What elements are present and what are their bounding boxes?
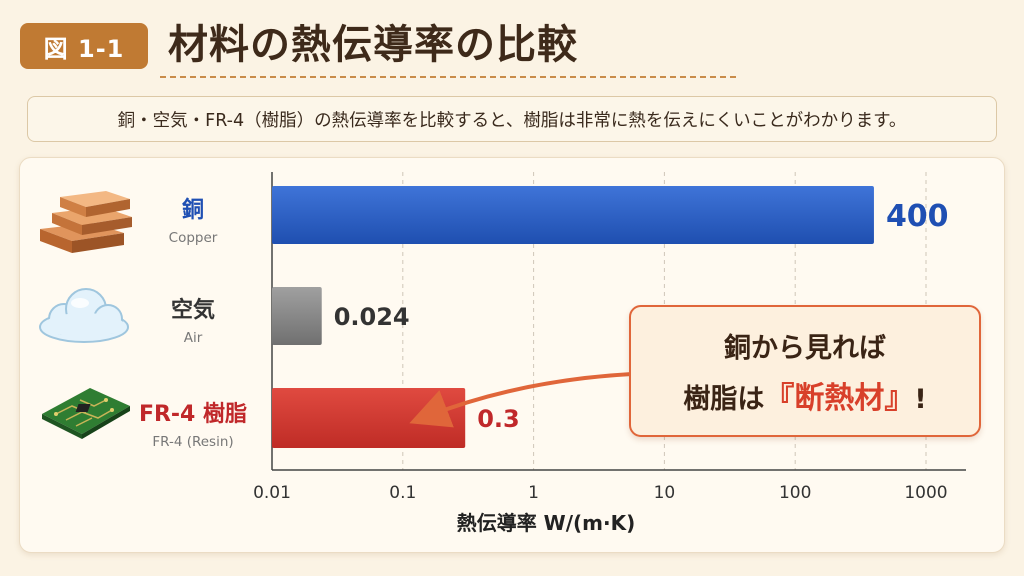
x-tick-label: 0.01 [253,483,291,503]
callout-box: 銅から見れば 樹脂は『断熱材』! [629,305,981,437]
callout-line1: 銅から見れば [724,332,886,364]
row-label-en: Copper [168,230,218,246]
figure-label: 図 1-1 [20,23,148,69]
callout-line2: 樹脂は『断熱材』! [683,373,926,417]
row-label-en: Air [183,330,203,346]
x-tick-label: 0.1 [389,483,416,503]
x-tick-label: 1000 [904,483,947,503]
row-label-resin: FR-4 樹脂 FR-4 (Resin) [118,396,268,450]
callout-arrow [409,372,633,428]
row-label-copper: 銅 Copper [118,192,268,246]
bar-air [272,287,322,345]
cloud-icon [39,288,129,343]
row-label-en: FR-4 (Resin) [152,434,234,450]
row-label-air: 空気 Air [118,292,268,346]
x-axis-title: 熱伝導率 W/(m·K) [457,511,636,535]
bar-resin [272,388,466,448]
value-label-air: 0.024 [334,303,410,331]
callout-highlight: 『断熱材』 [764,380,915,416]
row-label-jp: 空気 [170,298,215,323]
callout-prefix: 樹脂は [683,383,765,415]
circuit-board-icon [42,388,130,439]
value-label-copper: 400 [886,199,949,234]
page-title: 材料の熱伝導率の比較 [168,22,578,68]
callout-suffix: ! [914,383,927,415]
x-tick-label: 100 [779,483,811,503]
caption: 銅・空気・FR-4（樹脂）の熱伝導率を比較すると、樹脂は非常に熱を伝えにくいこと… [27,96,997,142]
bar-copper [272,186,874,244]
row-label-jp: 銅 [181,198,204,223]
x-tick-label: 1 [528,483,539,503]
copper-ingots-icon [40,191,132,253]
title-underline [160,76,736,78]
row-label-jp: FR-4 樹脂 [138,402,248,427]
value-label-resin: 0.3 [477,405,520,433]
x-tick-label: 10 [654,483,676,503]
